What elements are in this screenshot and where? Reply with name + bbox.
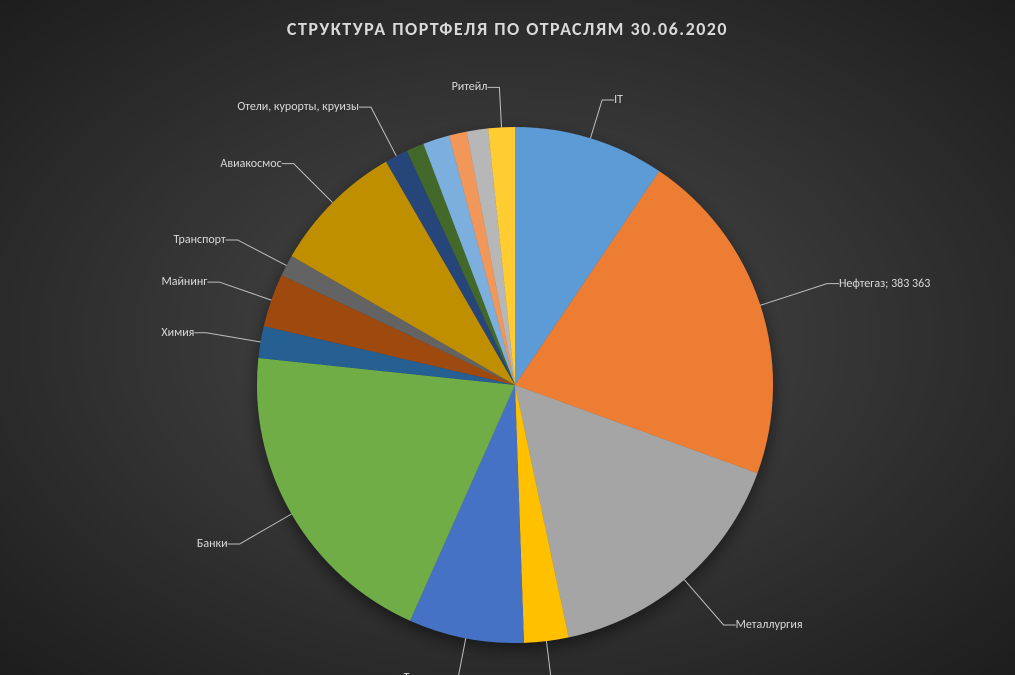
pie-slice-label: Металлургия [736,618,803,632]
leader-line [760,284,839,306]
leader-line [194,333,260,342]
leader-line [282,164,333,203]
leader-line [590,100,614,138]
leader-line [226,240,287,265]
chart-stage: СТРУКТУРА ПОРТФЕЛЯ ПО ОТРАСЛЯМ 30.06.202… [0,0,1015,675]
leader-line [446,638,466,675]
pie-chart [0,0,1015,675]
pie-slice-label: Ритейл [452,80,488,94]
pie-slice-label: Отели, курорты, круизы [237,100,359,114]
pie-slice-label: Банки [197,537,228,551]
pie-slice-label: Телеком [404,671,446,675]
leader-line [359,107,396,156]
leader-line [487,87,501,127]
pie-slice-label: Нефтегаз; 383 363 [839,277,930,291]
leader-line [684,580,735,625]
leader-line [228,514,292,544]
leader-line [546,641,563,675]
pie-slice-label: Химия [161,326,194,340]
pie-slice-label: Транспорт [174,233,226,247]
leader-line [207,282,271,300]
pie-slice-label: Майнинг [161,275,207,289]
pie-slice-label: IT [614,93,623,107]
pie-slice-label: Авиакосмос [220,157,281,171]
